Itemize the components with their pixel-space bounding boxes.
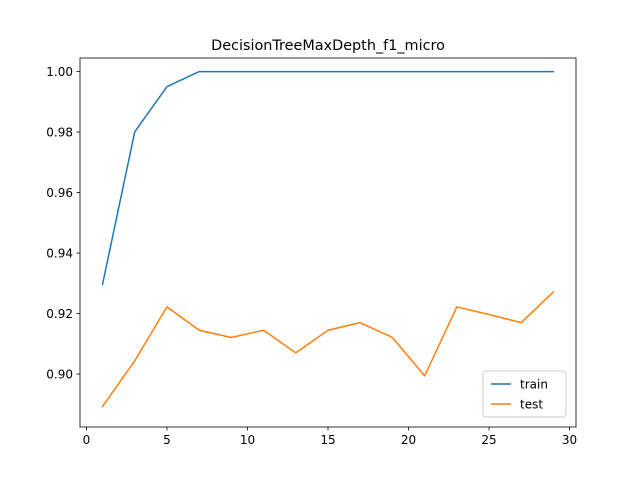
x-tick-label: 5 [163,433,171,447]
y-tick-label: 0.98 [46,125,73,139]
legend-label-train: train [520,377,548,391]
chart-title: DecisionTreeMaxDepth_f1_micro [211,38,445,54]
legend-box [482,370,567,418]
x-tick-label: 25 [481,433,496,447]
x-tick-label: 30 [562,433,577,447]
y-tick-label: 0.90 [46,367,73,381]
y-tick-label: 0.94 [46,246,73,260]
legend-label-test: test [520,397,543,411]
x-tick-label: 10 [240,433,255,447]
plot-area: 0 5 10 15 20 25 30 0.90 0.92 0.94 0.96 0.98 1.00 [46,57,577,447]
x-tick-label: 15 [320,433,335,447]
x-tick-label: 20 [401,433,416,447]
y-tick-label: 0.92 [46,307,73,321]
x-tick-label: 0 [83,433,91,447]
legend: train test [482,370,567,418]
series-line-test [101,290,555,408]
y-tick-label: 0.96 [46,186,73,200]
series-line-train [101,70,555,286]
y-tick-label: 1.00 [46,65,73,79]
